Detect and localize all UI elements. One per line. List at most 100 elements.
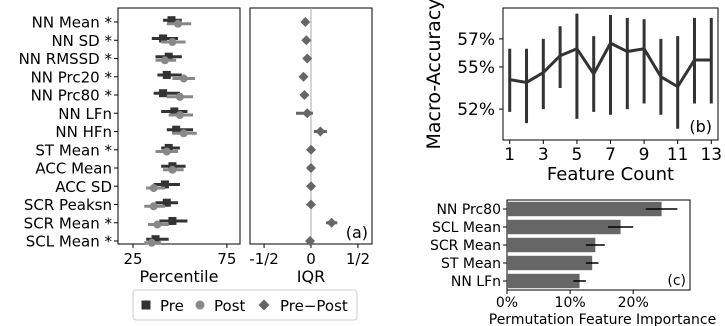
point-pre xyxy=(172,125,181,134)
x-tick-label: 75 xyxy=(217,250,236,268)
point-post xyxy=(162,147,171,156)
point-pre xyxy=(159,89,168,98)
y-tick-label-scl-mean: SCL Mean xyxy=(432,220,501,236)
x-tick-label: 1/2 xyxy=(346,250,370,268)
y-tick-label: 52% xyxy=(457,100,495,120)
panel-a-percentile: NN Mean *NN SD *NN RMSSD *NN Prc20 *NN P… xyxy=(19,7,241,286)
point-pre xyxy=(160,180,169,189)
y-tick-label: 57% xyxy=(457,30,495,50)
x-tick-label: 20% xyxy=(618,295,649,311)
point-pre-post xyxy=(306,181,316,192)
point-pre xyxy=(151,235,160,244)
y-tick-label-acc-mean: ACC Mean xyxy=(35,160,112,178)
y-tick-label-nn-mean: NN Mean * xyxy=(32,14,113,32)
x-tick-label: 13 xyxy=(700,145,722,165)
x-tick-label: 10% xyxy=(555,295,586,311)
x-axis-label: Percentile xyxy=(140,267,219,286)
x-tick-label: 25 xyxy=(123,250,142,268)
point-pre xyxy=(168,216,177,225)
bar-st-mean xyxy=(507,255,593,271)
point-pre-post xyxy=(300,17,311,27)
point-post xyxy=(153,220,162,229)
y-tick-label-nn-prc80: NN Prc80 * xyxy=(31,87,113,105)
point-pre xyxy=(162,70,171,79)
y-axis-label: Macro-Accuracy xyxy=(423,0,445,150)
x-tick-label: -1/2 xyxy=(249,250,279,268)
panel-a-iqr: -1/2 0 1/2 IQR (a) xyxy=(249,7,373,286)
point-post xyxy=(168,38,177,47)
panel-c-importance: NN Prc80 SCL Mean SCR Mean ST Mean NN LFn 0% 1… xyxy=(430,199,717,326)
point-pre xyxy=(170,107,179,116)
legend: Pre Post Pre−Post xyxy=(132,289,358,321)
x-tick-label: 11 xyxy=(667,145,689,165)
y-tick-label-nn-lfn: NN LFn xyxy=(451,274,501,290)
y-tick-label-st-mean: ST Mean * xyxy=(35,141,112,159)
point-pre-post xyxy=(302,108,313,119)
plot-frame xyxy=(117,7,241,245)
x-tick-label: 9 xyxy=(639,145,650,165)
y-tick-label: 55% xyxy=(457,58,495,78)
point-pre-post xyxy=(306,199,316,210)
point-post xyxy=(179,129,188,138)
legend-label-post: Post xyxy=(214,297,246,315)
bar-nn-prc80 xyxy=(507,201,662,217)
legend-label-pre: Pre xyxy=(160,297,184,315)
point-pre-post xyxy=(315,126,326,137)
bar-scl-mean xyxy=(507,219,621,235)
point-post xyxy=(149,202,158,211)
x-axis-label: Feature Count xyxy=(547,164,674,185)
y-tick-label-nn-lfn: NN LFn xyxy=(58,105,112,123)
x-tick-label: 0 xyxy=(306,250,316,268)
x-tick-label: 3 xyxy=(538,145,549,165)
point-pre xyxy=(164,143,173,152)
legend-marker-pre xyxy=(141,300,151,310)
legend-marker-pre-post xyxy=(258,299,270,311)
y-tick-label-nn-prc80: NN Prc80 xyxy=(436,202,501,218)
point-pre xyxy=(159,34,168,43)
point-pre-post xyxy=(299,90,310,100)
panel-annotation: (c) xyxy=(667,273,686,289)
y-tick-label-nn-sd: NN SD * xyxy=(51,32,112,50)
point-post xyxy=(179,74,188,83)
x-tick-label: 7 xyxy=(605,145,616,165)
x-tick-label: 5 xyxy=(571,145,582,165)
point-post xyxy=(149,184,158,193)
x-axis-label: Permutation Feature Importance xyxy=(489,312,717,326)
legend-marker-post xyxy=(195,300,205,310)
point-pre-post xyxy=(301,35,312,46)
legend-label-pre-post: Pre−Post xyxy=(280,297,348,315)
panel-annotation: (b) xyxy=(689,117,712,136)
point-pre xyxy=(167,16,176,25)
y-tick-label-acc-sd: ACC SD xyxy=(55,178,112,196)
point-pre-post xyxy=(298,71,309,82)
point-post xyxy=(174,19,183,28)
point-pre-post xyxy=(306,163,316,173)
point-post xyxy=(168,165,177,174)
point-pre-post xyxy=(326,217,337,228)
y-tick-label-scr-mean: SCR Mean * xyxy=(24,214,113,232)
point-pre-post xyxy=(306,144,316,155)
point-post xyxy=(175,111,184,120)
accuracy-line xyxy=(509,41,712,89)
point-post xyxy=(175,92,184,101)
y-tick-label-scr-mean: SCR Mean xyxy=(430,238,501,254)
y-tick-label-nn-rmssd: NN RMSSD * xyxy=(19,50,113,68)
x-axis-label: IQR xyxy=(297,267,325,286)
y-tick-label-nn-prc20: NN Prc20 * xyxy=(31,68,113,86)
y-tick-label-st-mean: ST Mean xyxy=(441,256,501,272)
point-post xyxy=(160,56,169,65)
point-pre-post xyxy=(302,53,313,64)
point-pre xyxy=(164,52,173,61)
y-tick-label-scl-mean: SCL Mean * xyxy=(26,233,113,251)
point-pre-post xyxy=(305,236,316,246)
bar-scr-mean xyxy=(507,237,596,253)
y-tick-label-scr-peaksn: SCR Peaksn xyxy=(24,196,112,214)
panel-annotation: (a) xyxy=(346,223,368,242)
bar-nn-lfn xyxy=(507,273,580,289)
x-tick-label: 0% xyxy=(496,295,518,311)
legend-frame xyxy=(132,289,358,321)
x-tick-label: 1 xyxy=(504,145,515,165)
point-pre xyxy=(162,198,171,207)
